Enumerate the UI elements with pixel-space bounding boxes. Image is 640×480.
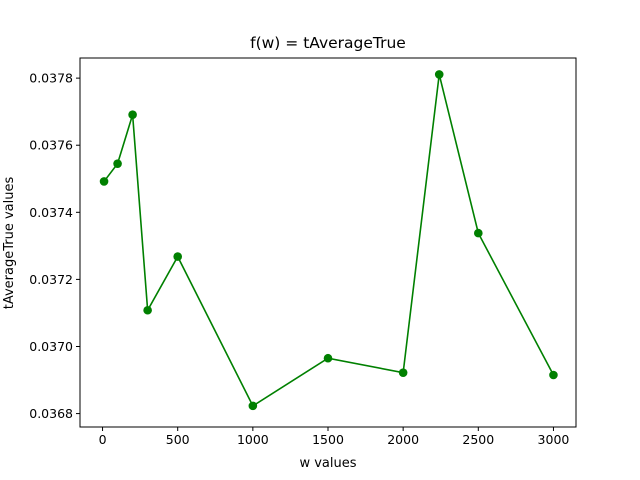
x-tick-label: 0 — [99, 432, 107, 447]
data-point — [248, 401, 258, 411]
y-tick-label: 0.0368 — [29, 406, 73, 421]
data-point — [113, 159, 122, 168]
data-point — [549, 370, 558, 380]
data-point — [474, 228, 483, 238]
x-tick-label: 2500 — [462, 432, 494, 447]
y-tick-label: 0.0372 — [29, 272, 73, 287]
y-tick-label: 0.0376 — [29, 138, 73, 153]
x-tick-label: 500 — [166, 432, 190, 447]
data-point — [99, 177, 109, 186]
x-tick-label: 3000 — [538, 432, 570, 447]
data-point — [173, 252, 182, 261]
data-point — [323, 353, 333, 363]
x-axis-label: w values — [299, 456, 356, 471]
data-point — [434, 70, 444, 79]
y-axis-label: tAverageTrue values — [2, 177, 17, 310]
data-point — [398, 368, 408, 377]
x-tick-label: 1000 — [237, 432, 269, 447]
y-tick-label: 0.0374 — [29, 205, 73, 220]
plot-area: 0 500 1000 1500 2000 2500 3000 0.0368 0.0370 0.03… — [29, 57, 577, 447]
data-point — [128, 110, 137, 119]
x-tick-label: 1500 — [312, 432, 344, 447]
y-tick-label: 0.0370 — [29, 339, 73, 354]
chart-title: f(w) = tAverageTrue — [250, 34, 406, 52]
y-tick-label: 0.0378 — [29, 71, 73, 86]
x-tick-label: 2000 — [387, 432, 419, 447]
data-point — [143, 305, 152, 315]
